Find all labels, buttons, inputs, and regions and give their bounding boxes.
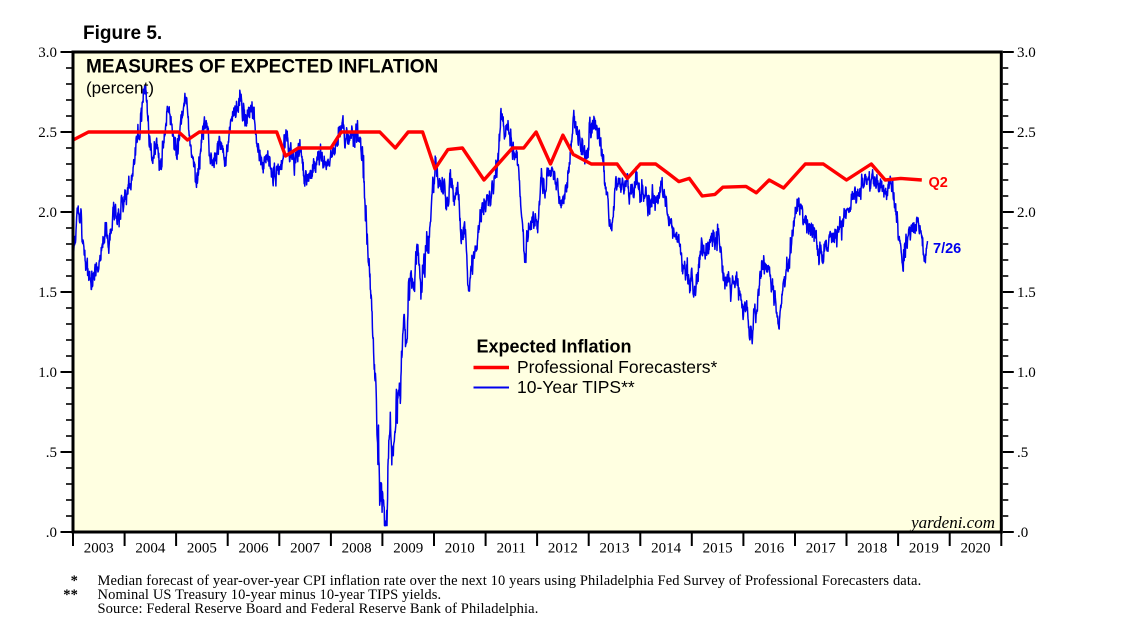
svg-text:yardeni.com: yardeni.com — [909, 513, 995, 532]
svg-text:2010: 2010 — [445, 541, 475, 557]
svg-text:2.5: 2.5 — [1017, 125, 1036, 141]
svg-text:2005: 2005 — [187, 541, 217, 557]
svg-text:2.0: 2.0 — [38, 205, 57, 221]
svg-text:2011: 2011 — [497, 541, 526, 557]
svg-text:2007: 2007 — [290, 541, 321, 557]
svg-text:2004: 2004 — [135, 541, 166, 557]
svg-text:.5: .5 — [46, 445, 57, 461]
svg-text:1.0: 1.0 — [1017, 365, 1036, 381]
svg-text:2003: 2003 — [84, 541, 114, 557]
svg-text:2019: 2019 — [909, 541, 939, 557]
svg-text:2008: 2008 — [342, 541, 372, 557]
svg-text:2.0: 2.0 — [1017, 205, 1036, 221]
svg-text:2012: 2012 — [548, 541, 578, 557]
svg-text:Expected Inflation: Expected Inflation — [477, 337, 632, 357]
svg-text:2017: 2017 — [806, 541, 837, 557]
svg-text:3.0: 3.0 — [1017, 45, 1036, 61]
svg-text:Nominal US Treasury 10-year mi: Nominal US Treasury 10-year minus 10-yea… — [98, 587, 442, 603]
svg-text:.5: .5 — [1017, 445, 1028, 461]
svg-text:2015: 2015 — [703, 541, 733, 557]
svg-text:7/26: 7/26 — [933, 241, 961, 257]
svg-text:1.5: 1.5 — [1017, 285, 1036, 301]
svg-text:2013: 2013 — [600, 541, 630, 557]
svg-text:2020: 2020 — [961, 541, 991, 557]
svg-text:1.0: 1.0 — [38, 365, 57, 381]
svg-text:(percent): (percent) — [86, 79, 154, 98]
svg-text:2018: 2018 — [857, 541, 887, 557]
svg-text:2006: 2006 — [239, 541, 270, 557]
svg-text:2009: 2009 — [393, 541, 423, 557]
svg-text:*: * — [71, 573, 78, 589]
svg-text:1.5: 1.5 — [38, 285, 57, 301]
svg-text:2016: 2016 — [754, 541, 785, 557]
svg-text:Figure 5.: Figure 5. — [83, 23, 162, 44]
svg-text:Source: Federal Reserve Board: Source: Federal Reserve Board and Federa… — [98, 601, 539, 617]
svg-text:.0: .0 — [1017, 525, 1028, 541]
svg-text:2014: 2014 — [651, 541, 682, 557]
svg-text:Q2: Q2 — [929, 175, 948, 191]
svg-text:.0: .0 — [46, 525, 57, 541]
svg-text:2.5: 2.5 — [38, 125, 57, 141]
svg-text:Professional Forecasters*: Professional Forecasters* — [517, 357, 718, 377]
svg-text:MEASURES OF EXPECTED INFLATION: MEASURES OF EXPECTED INFLATION — [86, 57, 438, 78]
svg-text:Median forecast of year-over-y: Median forecast of year-over-year CPI in… — [98, 573, 922, 589]
svg-text:3.0: 3.0 — [38, 45, 57, 61]
svg-text:**: ** — [63, 587, 78, 603]
svg-text:10-Year TIPS**: 10-Year TIPS** — [517, 377, 635, 397]
